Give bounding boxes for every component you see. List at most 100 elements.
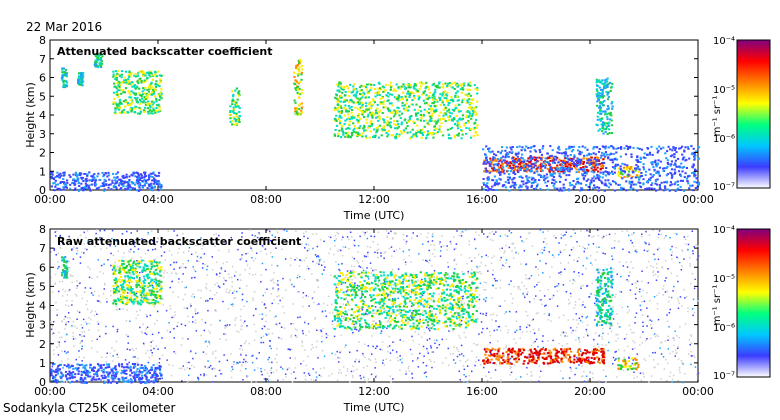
heatmap-cell-boundary-layer — [555, 158, 558, 161]
heatmap-cell-cirrus — [442, 114, 445, 117]
heatmap-cell-cirrus — [144, 74, 147, 77]
heatmap-cell-boundary-layer — [526, 181, 529, 184]
heatmap-cell-cirrus — [441, 86, 444, 89]
heatmap-cell — [189, 303, 192, 305]
heatmap-cell-boundary-layer — [529, 155, 532, 157]
heatmap-cell-stratocumulus — [552, 166, 555, 169]
heatmap-cell-cirrus — [476, 89, 479, 91]
heatmap-cell — [457, 314, 460, 317]
heatmap-cell-boundary-layer — [510, 148, 513, 151]
heatmap-cell — [261, 318, 263, 320]
heatmap-cell — [103, 229, 106, 232]
heatmap-cell — [689, 263, 691, 265]
heatmap-cell — [335, 284, 337, 287]
heatmap-cell-boundary-layer — [551, 181, 554, 184]
heatmap-cell — [584, 247, 586, 250]
heatmap-cell-cirrus — [346, 131, 349, 134]
heatmap-cell — [265, 268, 267, 271]
heatmap-cell — [428, 338, 431, 340]
heatmap-cell-cirrus — [380, 134, 383, 137]
heatmap-cell-cirrus — [340, 96, 343, 99]
heatmap-cell-cirrus — [423, 102, 427, 105]
heatmap-cell-boundary-layer — [521, 153, 524, 156]
heatmap-cell-boundary-layer — [642, 166, 645, 169]
heatmap-cell-cirrus — [455, 115, 458, 117]
heatmap-cell — [608, 290, 611, 292]
heatmap-cell — [150, 230, 153, 232]
heatmap-cell-stratocumulus — [547, 156, 551, 159]
heatmap-cell — [687, 307, 689, 309]
heatmap-cell-cirrus — [297, 108, 301, 111]
heatmap-cell-boundary-layer — [613, 167, 616, 169]
heatmap-cell — [243, 322, 245, 324]
heatmap-cell-boundary-layer — [80, 178, 84, 181]
heatmap-cell — [419, 315, 421, 318]
heatmap-cell-cirrus — [133, 74, 136, 77]
heatmap-cell — [312, 346, 314, 349]
heatmap-cell — [384, 284, 387, 286]
heatmap-cell-cirrus — [604, 130, 607, 133]
heatmap-cell-stratocumulus — [549, 159, 552, 162]
heatmap-cell — [431, 366, 433, 369]
heatmap-cell — [208, 340, 210, 342]
heatmap-cell — [84, 287, 87, 289]
heatmap-cell-cirrus — [114, 70, 118, 73]
heatmap-cell — [422, 259, 424, 261]
heatmap-cell-cirrus — [338, 114, 342, 117]
heatmap-cell — [281, 368, 284, 370]
heatmap-cell-cirrus — [382, 90, 385, 93]
heatmap-cell-cirrus — [120, 102, 123, 105]
heatmap-cell-cirrus — [386, 120, 389, 123]
heatmap-cell-cirrus — [65, 80, 68, 83]
heatmap-cell-cirrus — [447, 104, 450, 107]
heatmap-cell — [562, 234, 565, 237]
heatmap-cell-cirrus — [131, 81, 134, 84]
heatmap-cell — [261, 238, 264, 241]
heatmap-cell-boundary-layer — [526, 179, 529, 181]
heatmap-cell-cirrus — [120, 89, 123, 92]
heatmap-cell-cirrus — [606, 105, 610, 107]
heatmap-cell — [168, 322, 170, 324]
heatmap-cell — [277, 288, 280, 290]
heatmap-cell-cirrus — [600, 80, 603, 83]
heatmap-cell-cirrus — [334, 118, 337, 121]
heatmap-cell-boundary-layer — [77, 181, 80, 184]
heatmap-cell — [81, 327, 84, 329]
heatmap-cell-boundary-layer — [620, 147, 623, 150]
heatmap-cell-boundary-layer — [639, 161, 642, 164]
heatmap-cell-cirrus — [419, 131, 422, 134]
heatmap-cell — [319, 239, 322, 241]
heatmap-cell — [459, 337, 461, 339]
heatmap-cell-cirrus — [378, 124, 381, 127]
heatmap-cell-boundary-layer — [52, 177, 56, 180]
heatmap-cell-boundary-layer — [617, 184, 620, 186]
heatmap-cell-cirrus — [439, 97, 442, 100]
heatmap-cell-cirrus — [153, 101, 156, 104]
heatmap-cell-cirrus — [361, 94, 365, 97]
heatmap-cell — [598, 346, 600, 348]
heatmap-cell-cirrus — [367, 113, 370, 116]
heatmap-cell-boundary-layer — [121, 180, 124, 183]
heatmap-cell — [426, 350, 429, 352]
heatmap-cell-cirrus — [352, 85, 355, 88]
heatmap-cell-boundary-layer — [128, 184, 131, 187]
heatmap-cell-boundary-layer — [554, 168, 557, 171]
heatmap-cell — [483, 347, 486, 350]
heatmap-cell-cirrus — [337, 132, 340, 135]
heatmap-cell — [492, 239, 494, 242]
heatmap-cell-cirrus — [357, 115, 360, 118]
heatmap-cell — [608, 233, 611, 236]
heatmap-cell-cirrus — [351, 117, 354, 120]
heatmap-cell-boundary-layer — [693, 153, 696, 156]
heatmap-cell-cirrus — [154, 95, 157, 98]
heatmap-cell-boundary-layer — [676, 183, 679, 186]
heatmap-cell-cirrus — [406, 83, 409, 86]
heatmap-cell — [317, 256, 320, 258]
heatmap-cell — [418, 253, 420, 255]
heatmap-cell-cirrus — [117, 70, 120, 73]
heatmap-cell-cirrus — [336, 83, 339, 86]
heatmap-cell-cirrus — [96, 64, 99, 67]
heatmap-cell-cirrus — [160, 88, 163, 91]
heatmap-cell — [460, 235, 463, 237]
heatmap-cell-low-cloud — [621, 173, 624, 176]
